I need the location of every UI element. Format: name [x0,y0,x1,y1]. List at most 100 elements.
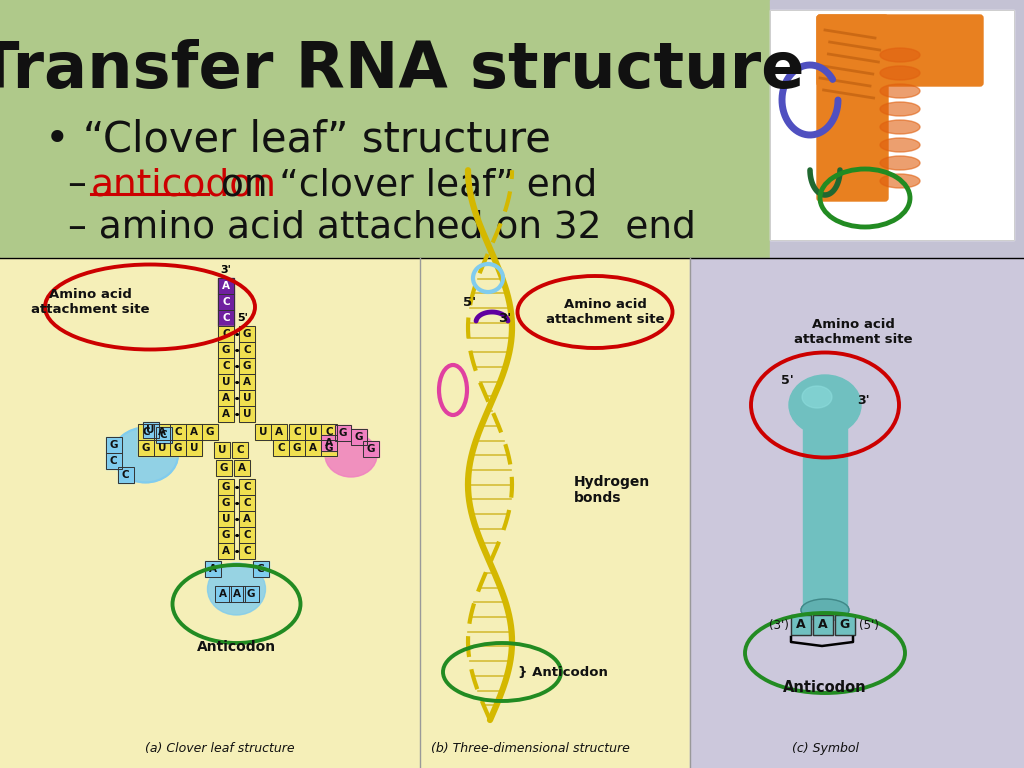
Text: (c) Symbol: (c) Symbol [792,742,858,755]
Text: G: G [243,329,251,339]
Ellipse shape [880,102,920,116]
Bar [239,374,255,390]
Bar [321,440,337,456]
Bar [362,441,379,457]
Ellipse shape [802,386,831,408]
Bar [218,374,234,390]
Text: A: A [209,564,216,574]
Bar [138,424,154,440]
Text: A: A [238,463,246,473]
Text: G: G [222,345,230,355]
Bar [218,358,234,374]
Bar [218,390,234,406]
Text: A: A [243,514,251,524]
Bar [218,310,234,326]
Bar [214,586,230,602]
Bar [138,440,154,456]
Ellipse shape [880,48,920,62]
Bar [218,527,234,543]
Text: U: U [189,443,199,453]
Text: G: G [840,618,850,631]
Bar [186,424,202,440]
Bar [218,495,234,511]
Text: C: C [110,456,118,466]
Bar [218,527,234,543]
Text: G: G [339,428,347,438]
Bar [791,615,811,635]
Bar [239,543,255,559]
Ellipse shape [880,174,920,188]
Text: } Anticodon: } Anticodon [518,666,608,678]
Bar [255,424,271,440]
Bar [255,424,271,440]
Bar [232,442,248,458]
Bar [218,326,234,342]
Bar [239,374,255,390]
Bar [321,424,337,440]
Bar [105,453,122,469]
Bar [216,460,232,476]
Bar [216,460,232,476]
Text: U: U [243,393,251,403]
Bar [0,258,690,768]
Bar [186,440,202,456]
Bar [289,424,305,440]
Bar [218,342,234,358]
Text: C: C [243,482,251,492]
Bar [271,424,287,440]
Bar [239,390,255,406]
Bar [239,511,255,527]
Bar [321,435,337,451]
Bar [351,429,367,445]
Bar [142,422,159,438]
Bar [289,440,305,456]
Bar [243,586,258,602]
Bar [154,424,170,440]
Bar [170,440,186,456]
Bar [791,615,811,635]
Bar [186,424,202,440]
Bar [239,479,255,495]
Text: anticodon: anticodon [91,167,276,203]
Bar [105,437,122,453]
Ellipse shape [790,375,861,435]
Text: C: C [174,427,182,437]
Text: C: C [222,329,229,339]
Text: (3'): (3') [769,618,788,631]
Text: (5'): (5') [859,618,879,631]
Bar [239,511,255,527]
Text: C: C [278,443,285,453]
Ellipse shape [880,138,920,152]
Ellipse shape [880,120,920,134]
Text: 3': 3' [857,393,869,406]
Bar [835,615,855,635]
Ellipse shape [801,599,849,621]
Bar [239,527,255,543]
Bar [138,424,154,440]
Text: Amino acid
attachment site: Amino acid attachment site [794,318,912,346]
FancyBboxPatch shape [817,15,888,201]
Bar [813,615,833,635]
Text: A: A [222,546,230,556]
Text: Anticodon: Anticodon [783,680,866,694]
Text: –: – [68,167,98,203]
Bar [335,425,351,441]
Text: U: U [243,409,251,419]
Text: U: U [146,425,155,435]
Bar [239,495,255,511]
Bar [214,586,230,602]
Text: – amino acid attached on 32  end: – amino acid attached on 32 end [68,210,696,246]
Text: on “clover leaf” end: on “clover leaf” end [209,167,597,203]
Bar [239,406,255,422]
Bar [770,0,1024,258]
Text: G: G [222,498,230,508]
Text: C: C [160,430,167,440]
Bar [218,310,234,326]
Text: G: G [220,463,228,473]
Bar [214,442,230,458]
Ellipse shape [880,156,920,170]
Text: C: C [243,530,251,540]
Ellipse shape [113,428,178,482]
Bar [154,440,170,456]
Text: G: G [222,482,230,492]
